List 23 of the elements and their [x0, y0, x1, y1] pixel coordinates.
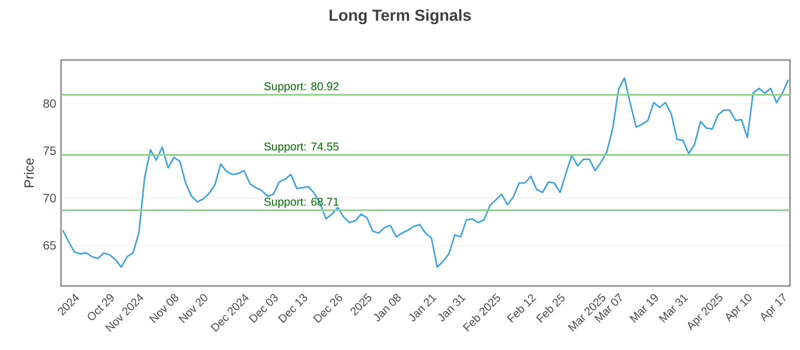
x-tick-label: Nov 08: [149, 294, 178, 323]
y-tick-label: 75: [44, 146, 56, 155]
y-axis-title: Price: [24, 158, 34, 188]
x-tick-label: Feb 25: [536, 294, 565, 323]
x-tick-label: Apr 17: [761, 293, 786, 322]
x-tick-label: Dec 03: [248, 294, 278, 323]
y-tick-label: 80: [43, 99, 56, 108]
ref-line-label: Support: 80.92: [264, 82, 339, 93]
x-tick-label: Jan 08: [374, 294, 401, 322]
x-tick-label: Nov 20: [178, 294, 208, 323]
chart-title: Long Term Signals: [330, 9, 471, 24]
x-tick-label: Apr 10: [726, 294, 752, 322]
ref-line-label: Support: 74.55: [264, 142, 339, 153]
x-tick-label: Mar 31: [658, 294, 688, 323]
y-tick-label: 65: [44, 241, 56, 250]
x-tick-label: Feb 12: [506, 294, 536, 323]
x-tick-label: Jan 31: [438, 294, 466, 322]
x-tick-label: Dec 13: [278, 294, 308, 323]
x-tick-label: Mar 19: [629, 294, 658, 323]
x-tick-label: Dec 26: [313, 294, 342, 323]
x-tick-label: Jan 21: [408, 294, 437, 322]
x-tick-label: Oct 29: [88, 294, 114, 320]
y-tick-label: 70: [44, 194, 56, 202]
